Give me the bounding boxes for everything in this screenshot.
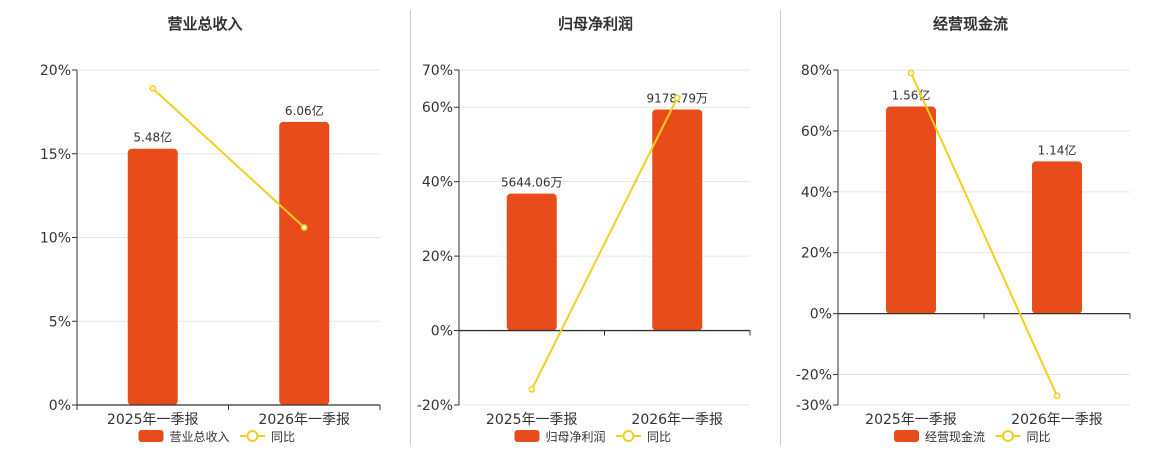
chart-title: 归母净利润 [557, 15, 633, 33]
yoy-point [907, 69, 915, 77]
legend: 营业总收入 同比 [138, 430, 295, 444]
panel-divider [410, 10, 411, 445]
bar [506, 193, 557, 331]
yoy-point [528, 386, 536, 393]
yoy-point [300, 224, 308, 231]
y-tick-label: -20% [796, 368, 832, 384]
bar [127, 148, 178, 405]
x-tick-label: 2026年一季报 [1011, 412, 1103, 428]
net-profit-chart: -20%0%20%40%60%70%5644.06万9178.79万2025年一… [417, 63, 751, 444]
y-tick-label: 20% [422, 249, 453, 265]
legend-line-marker [622, 430, 635, 442]
net-profit-chart-panel: 归母净利润 -20%0%20%40%60%70%5644.06万9178.79万… [411, 0, 780, 450]
revenue-chart-panel: 营业总收入 0% 5% 10% 15% 20% 5.48亿 6.06亿 2025年一季报 202… [0, 0, 410, 450]
y-tick-label: -20% [417, 398, 453, 414]
legend-bar-label: 经营现金流 [925, 429, 985, 444]
cash-flow-chart: -30% -20% 0% 20% 40% 60% 80% 1.56亿 1.14亿 2025年一季报… [796, 63, 1131, 444]
legend: 经营现金流 同比 [894, 429, 1051, 444]
y-tick-label: -30% [796, 398, 832, 414]
legend-bar-label: 归母净利润 [546, 430, 606, 444]
legend-line-label: 同比 [647, 430, 671, 444]
chart-title: 营业总收入 [167, 15, 243, 33]
bar-value-label: 1.14亿 [1038, 142, 1077, 157]
y-tick-label: 0% [810, 307, 832, 323]
y-tick-label: 80% [801, 63, 832, 79]
legend-line-label: 同比 [271, 430, 295, 444]
legend-line-marker [246, 430, 259, 442]
x-tick-label: 2025年一季报 [107, 412, 199, 428]
y-tick-label: 40% [801, 185, 832, 201]
y-tick-label: 60% [801, 124, 832, 140]
legend-bar-swatch [138, 430, 164, 442]
y-tick-label: 15% [40, 147, 71, 163]
bar [279, 121, 330, 406]
y-tick-label: 5% [49, 314, 71, 330]
y-tick-label: 0% [49, 398, 71, 414]
chart-title: 经营现金流 [932, 15, 1008, 33]
y-tick-label: 10% [40, 231, 71, 247]
bar [652, 109, 703, 331]
y-tick-label: 70% [422, 63, 453, 79]
bar-value-label: 6.06亿 [285, 103, 324, 118]
x-tick-label: 2026年一季报 [258, 412, 350, 428]
yoy-point [149, 85, 157, 92]
legend-line-label: 同比 [1027, 430, 1051, 444]
legend-bar-label: 营业总收入 [170, 430, 230, 444]
legend: 归母净利润 同比 [514, 430, 671, 444]
bar-value-label: 1.56亿 [892, 88, 931, 103]
legend-bar-swatch [894, 430, 919, 442]
yoy-point [1053, 392, 1061, 400]
y-tick-label: 20% [40, 63, 71, 79]
y-tick-label: 40% [422, 175, 453, 191]
y-tick-label: 0% [431, 324, 453, 340]
bar [886, 106, 936, 314]
bar-value-label: 5644.06万 [501, 176, 563, 190]
x-tick-label: 2025年一季报 [486, 412, 578, 428]
cash-flow-chart-panel: 经营现金流 -30% -20% 0% 20% 40% 60% 80% 1.56亿 1.14亿 20… [781, 0, 1160, 450]
y-tick-label: 20% [801, 246, 832, 262]
yoy-line [910, 72, 1058, 397]
legend-line-marker [1002, 430, 1014, 442]
y-tick-label: 60% [422, 100, 453, 116]
x-tick-label: 2026年一季报 [631, 412, 723, 428]
x-tick-label: 2025年一季报 [865, 412, 957, 428]
bar-value-label: 5.48亿 [133, 130, 172, 145]
yoy-line [152, 87, 305, 229]
bar [1032, 161, 1082, 314]
yoy-line [530, 97, 679, 390]
yoy-point [673, 94, 681, 102]
legend-bar-swatch [514, 430, 540, 442]
revenue-chart: 0% 5% 10% 15% 20% 5.48亿 6.06亿 2025年一季报 2026年一季报营… [40, 63, 381, 444]
panel-divider [780, 10, 781, 445]
